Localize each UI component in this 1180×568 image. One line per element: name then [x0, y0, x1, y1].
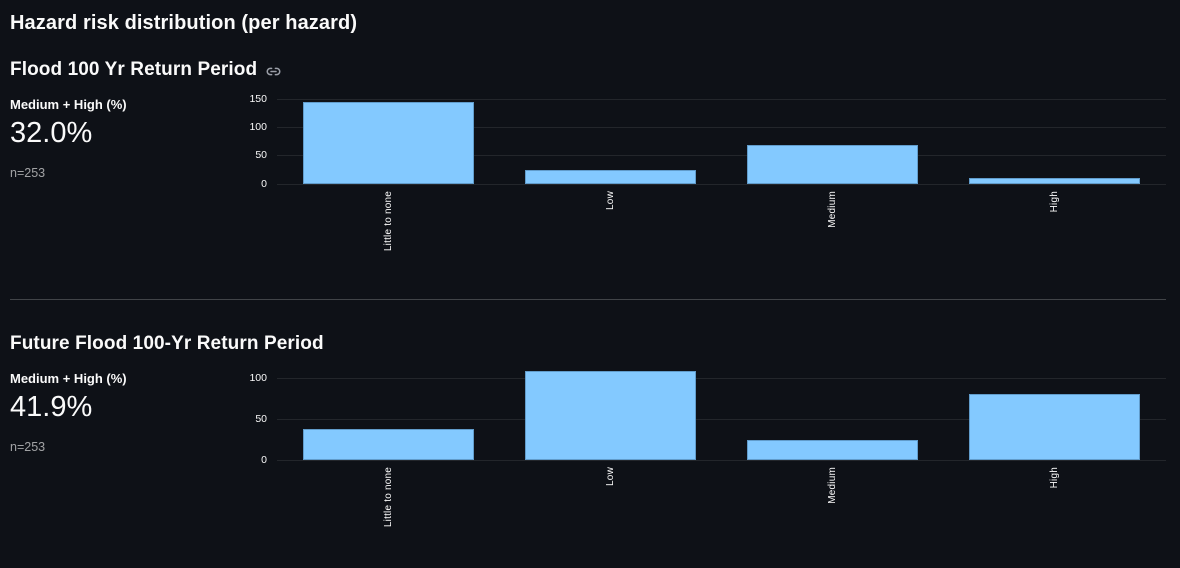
- bar-high: [969, 177, 1141, 184]
- x-tick-label: Medium: [827, 467, 839, 504]
- category-band: [277, 96, 499, 184]
- plot-area: [277, 96, 1166, 185]
- x-label-cell: Little to none: [277, 184, 499, 256]
- y-tick-label: 0: [261, 177, 267, 190]
- x-label-cell: High: [944, 184, 1166, 256]
- section-future-flood-100yr: Future Flood 100-Yr Return Period Medium…: [10, 333, 1166, 532]
- y-tick-label: 100: [249, 121, 267, 134]
- x-tick-label: Medium: [827, 191, 839, 228]
- section-divider: [10, 299, 1166, 300]
- category-band: [722, 96, 944, 184]
- gridline: [277, 155, 1166, 157]
- y-tick-label: 50: [255, 412, 267, 425]
- x-tick-label: Low: [604, 467, 616, 486]
- bar-chart-future-flood-100yr: 0 50 100 Little to none Low Medium High: [231, 370, 1166, 532]
- x-label-cell: Little to none: [277, 460, 499, 532]
- bars-group: [277, 370, 1166, 460]
- x-label-cell: Medium: [722, 460, 944, 532]
- bar-low: [524, 170, 696, 184]
- x-tick-label: High: [1049, 467, 1061, 489]
- x-axis-labels: Little to none Low Medium High: [277, 184, 1166, 256]
- gridline: [277, 99, 1166, 101]
- x-axis-spacer: [231, 460, 277, 532]
- y-tick-label: 50: [255, 149, 267, 162]
- category-band: [499, 96, 721, 184]
- gridline: [277, 377, 1166, 379]
- y-tick-label: 0: [261, 453, 267, 466]
- x-label-cell: Low: [499, 460, 721, 532]
- section-flood-100yr: Flood 100 Yr Return Period Medium + High…: [10, 59, 1166, 256]
- category-band: [944, 370, 1166, 460]
- section-title-flood-100yr: Flood 100 Yr Return Period: [10, 59, 258, 80]
- y-axis: 0 50 100 150: [231, 93, 277, 189]
- category-band: [722, 370, 944, 460]
- x-label-cell: Medium: [722, 184, 944, 256]
- bar-low: [524, 370, 696, 460]
- section-title-future-flood-100yr: Future Flood 100-Yr Return Period: [10, 333, 324, 354]
- bar-little-to-none: [302, 428, 474, 460]
- anchor-link-icon[interactable]: [266, 64, 281, 79]
- x-tick-label: High: [1049, 191, 1061, 213]
- gridline: [277, 183, 1166, 185]
- category-band: [277, 370, 499, 460]
- page-title: Hazard risk distribution (per hazard): [10, 12, 358, 34]
- sample-size: n=253: [10, 166, 46, 181]
- plot-area: [277, 370, 1166, 461]
- bar-chart-flood-100yr: 0 50 100 150 Little to none Low Medium High: [231, 93, 1166, 256]
- x-label-cell: Low: [499, 184, 721, 256]
- gridline: [277, 418, 1166, 420]
- x-tick-label: Little to none: [382, 467, 394, 528]
- x-label-cell: High: [944, 460, 1166, 532]
- dashboard-page: Hazard risk distribution (per hazard) Fl…: [10, 12, 1166, 532]
- stats-block-flood-100yr: Medium + High (%) 32.0% n=253: [10, 96, 231, 180]
- gridline: [277, 459, 1166, 461]
- stat-value: 41.9%: [10, 391, 93, 423]
- x-axis-labels: Little to none Low Medium High: [277, 460, 1166, 532]
- y-axis: 0 50 100: [231, 370, 277, 466]
- x-axis-spacer: [231, 184, 277, 256]
- category-band: [944, 96, 1166, 184]
- stat-value: 32.0%: [10, 117, 93, 149]
- stat-label: Medium + High (%): [10, 97, 127, 112]
- stats-block-future-flood-100yr: Medium + High (%) 41.9% n=253: [10, 370, 231, 454]
- x-tick-label: Low: [604, 191, 616, 210]
- y-tick-label: 150: [249, 93, 267, 106]
- bar-medium: [747, 144, 919, 184]
- bars-group: [277, 96, 1166, 184]
- y-tick-label: 100: [249, 371, 267, 384]
- gridline: [277, 127, 1166, 129]
- bar-little-to-none: [302, 101, 474, 184]
- bar-high: [969, 393, 1141, 460]
- sample-size: n=253: [10, 440, 46, 455]
- bar-medium: [747, 439, 919, 460]
- stat-label: Medium + High (%): [10, 371, 127, 386]
- x-tick-label: Little to none: [382, 191, 394, 252]
- category-band: [499, 370, 721, 460]
